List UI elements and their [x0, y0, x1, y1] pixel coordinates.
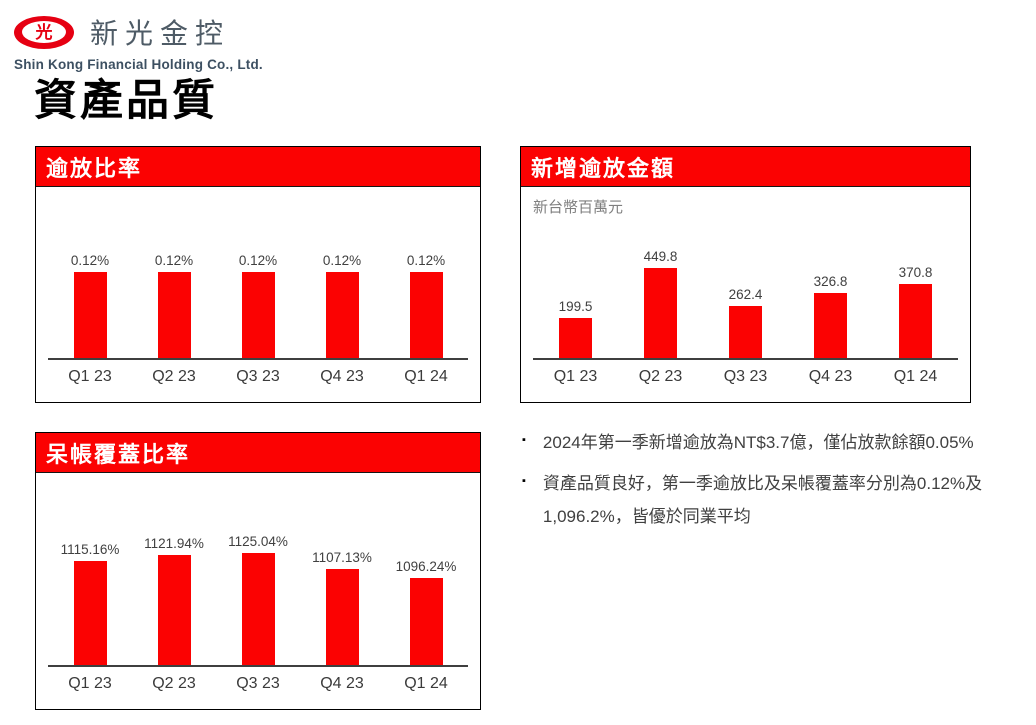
x-axis-label: Q1 23 — [68, 675, 112, 692]
bar-value-label: 262.4 — [728, 286, 763, 302]
bar-column: 0.12% — [300, 253, 384, 358]
bar-column: 1096.24% — [384, 559, 468, 665]
notes-list: ▪ 2024年第一季新增逾放為NT$3.7億，僅佔放款餘額0.05% ▪ 資產品質良好… — [522, 426, 1016, 541]
bar-value-label: 1125.04% — [228, 533, 288, 549]
x-axis-label: Q4 23 — [320, 675, 364, 692]
bar-column: 1115.16% — [48, 542, 132, 665]
bar-value-label: 449.8 — [643, 249, 678, 264]
chart-plot: 1115.16% 1121.94% 1125.04% 1107.13% 1096.24% — [48, 473, 468, 667]
x-axis-label: Q1 24 — [404, 368, 448, 385]
bar-column: 1121.94% — [132, 536, 216, 665]
x-axis-label: Q4 23 — [808, 368, 853, 385]
brand-header: 光 新光金控 Shin Kong Financial Holding Co., … — [14, 12, 263, 72]
chart-plot: 0.12% 0.12% 0.12% 0.12% 0.12% — [48, 187, 468, 360]
bar-value-label: 0.12% — [406, 253, 446, 269]
bar — [899, 283, 932, 358]
bar — [157, 555, 191, 665]
x-axis-label: Q3 23 — [723, 368, 768, 385]
x-axis-label: Q1 23 — [553, 368, 598, 385]
bullet-square-icon: ▪ — [522, 434, 526, 446]
bar — [409, 578, 443, 665]
bar — [814, 292, 847, 358]
note-text: 2024年第一季新增逾放為NT$3.7億，僅佔放款餘額0.05% — [542, 433, 974, 452]
bar-value-label: 0.12% — [70, 253, 110, 269]
x-axis-label: Q2 23 — [152, 675, 196, 692]
bar-column: 0.12% — [132, 253, 216, 358]
chart-xaxis: Q1 23 Q2 23 Q3 23 Q4 23 Q1 24 — [48, 667, 468, 693]
note-item: ▪ 資產品質良好，第一季逾放比及呆帳覆蓋率分別為0.12%及1,096.2%，皆優… — [522, 467, 1016, 533]
chart-plot: 199.5 449.8 262.4 326.8 370.8 — [533, 221, 958, 360]
x-axis-label: Q2 23 — [638, 368, 683, 385]
page-title: 資產品質 — [34, 77, 218, 125]
x-axis-label: Q1 23 — [68, 368, 112, 385]
bar-value-label: 0.12% — [154, 253, 194, 269]
bar-column: 0.12% — [48, 253, 132, 358]
bar-value-label: 1096.24% — [395, 559, 457, 575]
chart-panel-new-npl-amount: 新增逾放金額 新台幣百萬元 199.5 449.8 262.4 326.8 370.8 … — [520, 146, 971, 403]
bar-value-label: 1121.94% — [144, 536, 204, 552]
bar-value-label: 0.12% — [322, 253, 362, 269]
bar-value-label: 1107.13% — [312, 549, 372, 565]
bar-column: 0.12% — [384, 253, 468, 358]
bar — [157, 272, 191, 358]
chart-title: 逾放比率 — [46, 155, 143, 181]
bar-column: 262.4 — [703, 286, 788, 358]
brand-name-english: Shin Kong Financial Holding Co., Ltd. — [14, 57, 263, 72]
chart-panel-coverage-ratio: 呆帳覆蓋比率 1115.16% 1121.94% 1125.04% 1107.13% 1… — [35, 432, 481, 710]
x-axis-label: Q1 24 — [893, 368, 938, 385]
x-axis-label: Q1 24 — [404, 675, 448, 692]
bar-column: 0.12% — [216, 253, 300, 358]
bar — [325, 272, 359, 358]
bar-value-label: 370.8 — [898, 264, 933, 280]
chart-subtitle: 新台幣百萬元 — [533, 199, 624, 216]
bar-column: 326.8 — [788, 274, 873, 358]
chart-panel-npl-ratio: 逾放比率 0.12% 0.12% 0.12% 0.12% 0.12% Q1 23 Q2 2… — [35, 146, 481, 403]
bar — [644, 268, 677, 358]
bar — [409, 272, 443, 358]
bar — [73, 272, 107, 358]
bar-value-label: 199.5 — [558, 299, 593, 315]
logo-glyph: 光 — [35, 22, 53, 42]
x-axis-label: Q4 23 — [320, 368, 364, 385]
chart-xaxis: Q1 23 Q2 23 Q3 23 Q4 23 Q1 24 — [48, 360, 468, 386]
bar-value-label: 0.12% — [238, 253, 278, 269]
chart-xaxis: Q1 23 Q2 23 Q3 23 Q4 23 Q1 24 — [533, 360, 958, 386]
bar-column: 370.8 — [873, 265, 958, 358]
bar — [241, 552, 275, 665]
bar — [729, 305, 762, 358]
bar-column: 1125.04% — [216, 533, 300, 665]
shin-kong-logo-icon: 光 — [14, 15, 74, 49]
bar-value-label: 1115.16% — [60, 542, 120, 558]
chart-title: 呆帳覆蓋比率 — [46, 441, 191, 467]
note-text: 資產品質良好，第一季逾放比及呆帳覆蓋率分別為0.12%及1,096.2%，皆優於… — [542, 474, 983, 527]
chart-title: 新增逾放金額 — [531, 155, 676, 181]
bar — [325, 568, 359, 665]
bar-column: 199.5 — [533, 299, 618, 358]
bar-value-label: 326.8 — [813, 273, 848, 289]
bar-column: 449.8 — [618, 249, 703, 358]
x-axis-label: Q3 23 — [236, 675, 280, 692]
bar — [241, 272, 275, 358]
bar-column: 1107.13% — [300, 550, 384, 665]
bullet-square-icon: ▪ — [522, 475, 526, 488]
x-axis-label: Q2 23 — [152, 368, 196, 385]
bar — [73, 561, 107, 665]
bar — [559, 318, 592, 358]
brand-name-chinese: 新光金控 — [90, 18, 231, 49]
x-axis-label: Q3 23 — [236, 368, 280, 385]
note-item: ▪ 2024年第一季新增逾放為NT$3.7億，僅佔放款餘額0.05% — [522, 426, 1016, 459]
